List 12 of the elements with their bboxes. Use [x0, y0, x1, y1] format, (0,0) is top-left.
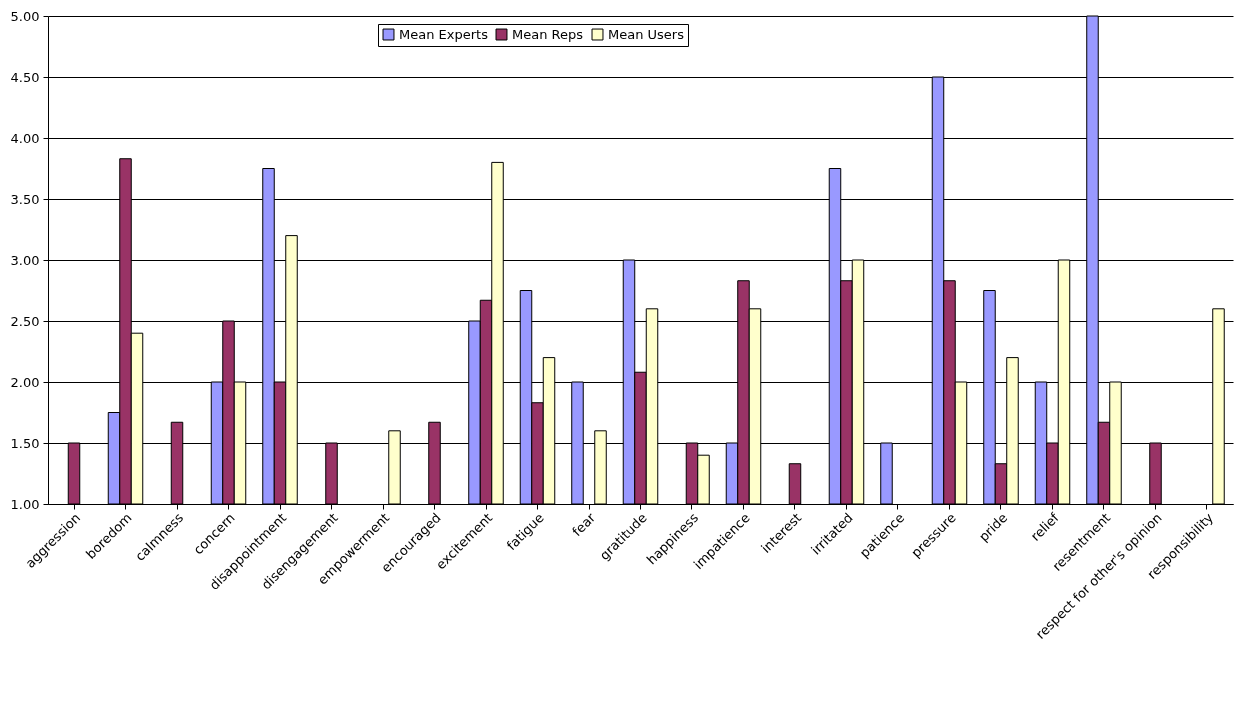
y-tick-label: 1.00 [10, 496, 40, 512]
legend-label: Mean Users [608, 26, 685, 42]
y-tick-label: 1.50 [10, 435, 40, 451]
y-tick-label: 4.00 [10, 130, 40, 146]
legend-label: Mean Experts [399, 26, 489, 42]
y-tick-label: 5.00 [10, 8, 40, 24]
y-tick-label: 3.00 [10, 252, 40, 268]
y-tick-label: 3.50 [10, 191, 40, 207]
y-tick-label: 4.50 [10, 69, 40, 85]
legend-label: Mean Reps [512, 26, 584, 42]
y-tick-label: 2.00 [10, 374, 40, 390]
y-tick-label: 2.50 [10, 313, 40, 329]
